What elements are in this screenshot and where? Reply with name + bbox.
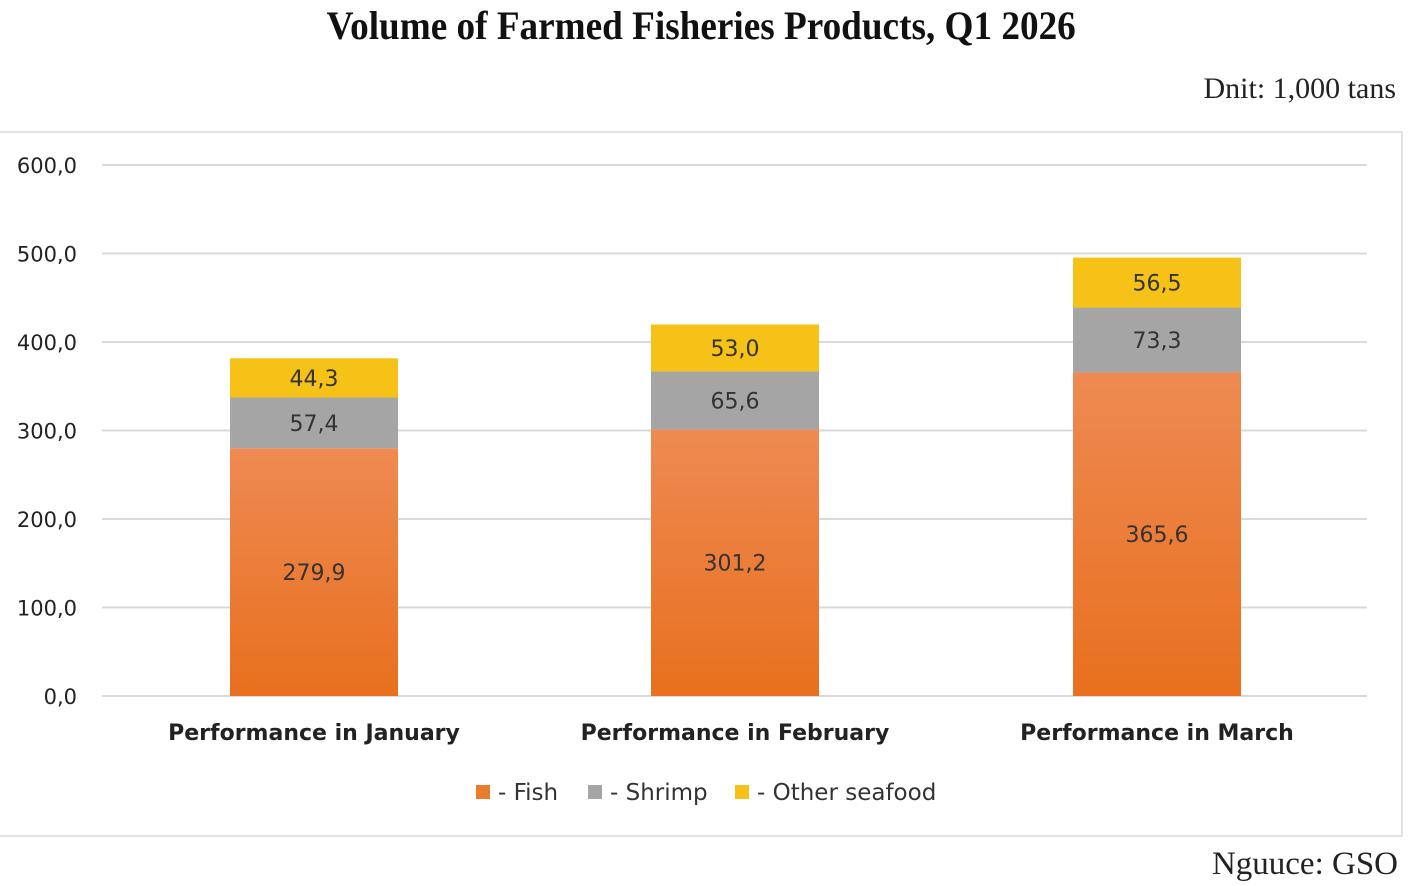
y-tick-label: 200,0 [17,508,77,532]
data-label: 279,9 [283,561,346,586]
y-tick-label: 600,0 [17,154,77,178]
y-tick-label: 0,0 [44,685,77,709]
chart-frame [0,131,1403,837]
bar-segment [230,358,398,398]
legend-swatch [588,785,602,799]
y-tick-label: 500,0 [17,243,77,267]
bar-segment [651,429,819,696]
source-label: Nguuce: GSO [1211,846,1398,882]
x-tick-label: Performance in January [168,721,460,746]
y-tick-label: 100,0 [17,597,77,621]
legend-swatch [735,785,749,799]
y-tick-label: 400,0 [17,331,77,355]
bar-segment [651,371,819,430]
data-label: 301,2 [704,552,767,577]
bar-segment [1073,257,1241,308]
data-label: 365,6 [1126,523,1189,548]
data-label: 57,4 [290,412,339,437]
unit-label: Dnit: 1,000 tans [1203,72,1397,105]
data-label: 53,0 [711,337,760,362]
legend-label: - Other seafood [757,780,936,806]
bar-segment [1073,307,1241,373]
bar-segment [230,397,398,449]
legend-label: - Shrimp [610,780,708,806]
data-label: 73,3 [1133,329,1182,354]
legend-label: - Fish [498,780,558,806]
bar-segment [230,448,398,696]
x-tick-label: Performance in February [581,721,890,746]
legend-swatch [476,785,490,799]
y-tick-label: 300,0 [17,420,77,444]
data-label: 44,3 [290,367,339,392]
bar-segment [651,324,819,372]
chart-title: Volume of Farmed Fisheries Products, Q1 … [326,3,1076,48]
bar-segment [1073,372,1241,696]
x-tick-label: Performance in March [1020,721,1294,746]
data-label: 65,6 [711,389,760,414]
data-label: 56,5 [1133,272,1182,297]
